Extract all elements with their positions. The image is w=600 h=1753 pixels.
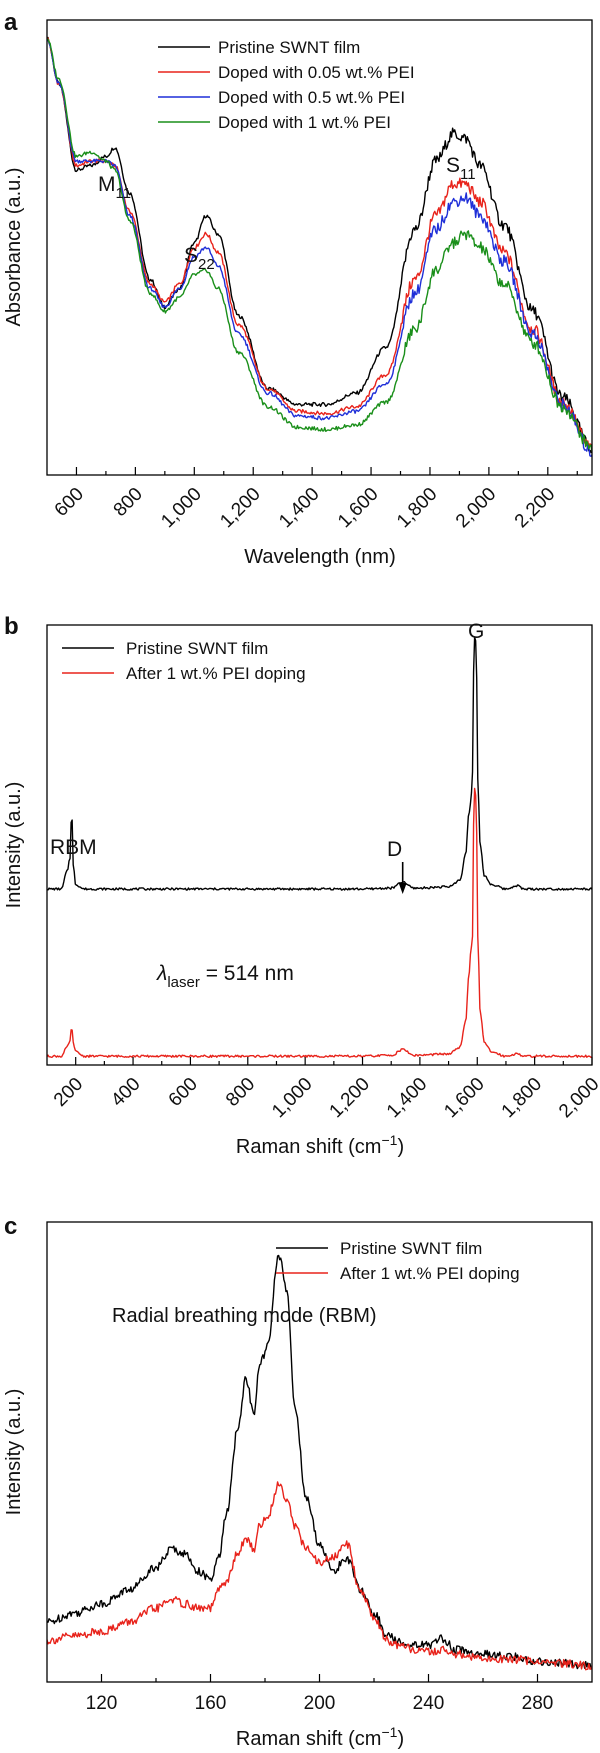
series-line-1: [47, 636, 592, 891]
series-line-2: [47, 1481, 592, 1671]
series-group: [47, 636, 592, 1058]
y-axis-label: Intensity (a.u.): [3, 1389, 25, 1516]
series-line-4: [47, 38, 592, 452]
y-axis-label: Intensity (a.u.): [3, 782, 25, 909]
x-tick-label: 1,800: [393, 484, 441, 532]
d-band-arrowhead: [398, 883, 407, 894]
x-axis-label: Raman shift (cm−1): [236, 1724, 404, 1750]
annotation-s: S11: [446, 154, 476, 183]
x-tick-label: 1,200: [326, 1074, 374, 1122]
x-tick-label: 1,400: [275, 484, 323, 532]
annotation-g: G: [468, 620, 484, 643]
legend-label: Pristine SWNT film: [126, 639, 268, 658]
series-group: [47, 36, 592, 457]
annotation-d: D: [387, 838, 402, 861]
series-group: [47, 1254, 592, 1671]
legend: Pristine SWNT film After 1 wt.% PEI dopin…: [276, 1239, 520, 1283]
legend: Pristine SWNT film After 1 wt.% PEI dopin…: [62, 639, 306, 683]
x-tick-label: 1,600: [440, 1074, 488, 1122]
annotation-s: S22: [184, 244, 215, 273]
legend-label: Doped with 0.05 wt.% PEI: [218, 63, 415, 82]
x-tick-label: 1,200: [216, 484, 264, 532]
legend-label: After 1 wt.% PEI doping: [126, 664, 306, 683]
x-tick-label: 2,200: [511, 484, 559, 532]
x-tick-label: 160: [195, 1693, 227, 1714]
x-tick-label: 800: [110, 484, 147, 521]
y-axis-label: Absorbance (a.u.): [3, 168, 25, 327]
annotation-rbm: RBM: [50, 836, 97, 859]
x-tick-label: 400: [107, 1074, 144, 1111]
panel-letter: b: [4, 613, 19, 640]
x-tick-label: 1,000: [268, 1074, 316, 1122]
x-tick-label: 600: [165, 1074, 202, 1111]
plot-frame: [46, 624, 593, 1066]
legend-label: After 1 wt.% PEI doping: [340, 1264, 520, 1283]
x-tick-label: 1,800: [498, 1074, 546, 1122]
x-tick-label: 240: [413, 1693, 445, 1714]
legend: Pristine SWNT film Doped with 0.05 wt.% P…: [158, 38, 415, 132]
x-tick-label: 200: [50, 1074, 87, 1111]
annotation-: λlaser = 514 nm: [156, 962, 294, 991]
x-tick-label: 1,000: [157, 484, 205, 532]
panel-b: b 200 400 600 800 1,000 1,200 1,400 1,600 1,800 2,…: [3, 613, 600, 1158]
legend-label: Pristine SWNT film: [218, 38, 360, 57]
legend-label: Doped with 1 wt.% PEI: [218, 113, 391, 132]
x-tick-label: 120: [86, 1693, 118, 1714]
plot-frame: [46, 19, 593, 476]
x-tick-label: 200: [304, 1693, 336, 1714]
x-axis-label: Raman shift (cm−1): [236, 1132, 404, 1158]
legend-label: Pristine SWNT film: [340, 1239, 482, 1258]
x-tick-label: 1,600: [334, 484, 382, 532]
panel-letter: a: [4, 9, 18, 36]
series-line-2: [47, 787, 592, 1058]
x-tick-label: 2,000: [555, 1074, 600, 1122]
x-tick-label: 800: [222, 1074, 259, 1111]
panel-letter: c: [4, 1213, 17, 1240]
chart-title: Radial breathing mode (RBM): [112, 1305, 377, 1327]
x-tick-label: 280: [522, 1693, 554, 1714]
x-tick-label: 600: [51, 484, 88, 521]
x-tick-label: 1,400: [383, 1074, 431, 1122]
panel-a: a 600 800 1,000 1,200 1,400 1,600 1,800 2,000 2,2…: [3, 9, 593, 568]
annotation-m: M11: [98, 173, 131, 202]
panel-c: c 120 160 200 240 280 Raman shift (cm−1) Intens…: [3, 1213, 593, 1750]
series-line-1: [47, 36, 592, 454]
plot-frame: [46, 1221, 593, 1683]
x-tick-label: 2,000: [452, 484, 500, 532]
x-axis-label: Wavelength (nm): [244, 546, 396, 568]
legend-label: Doped with 0.5 wt.% PEI: [218, 88, 405, 107]
